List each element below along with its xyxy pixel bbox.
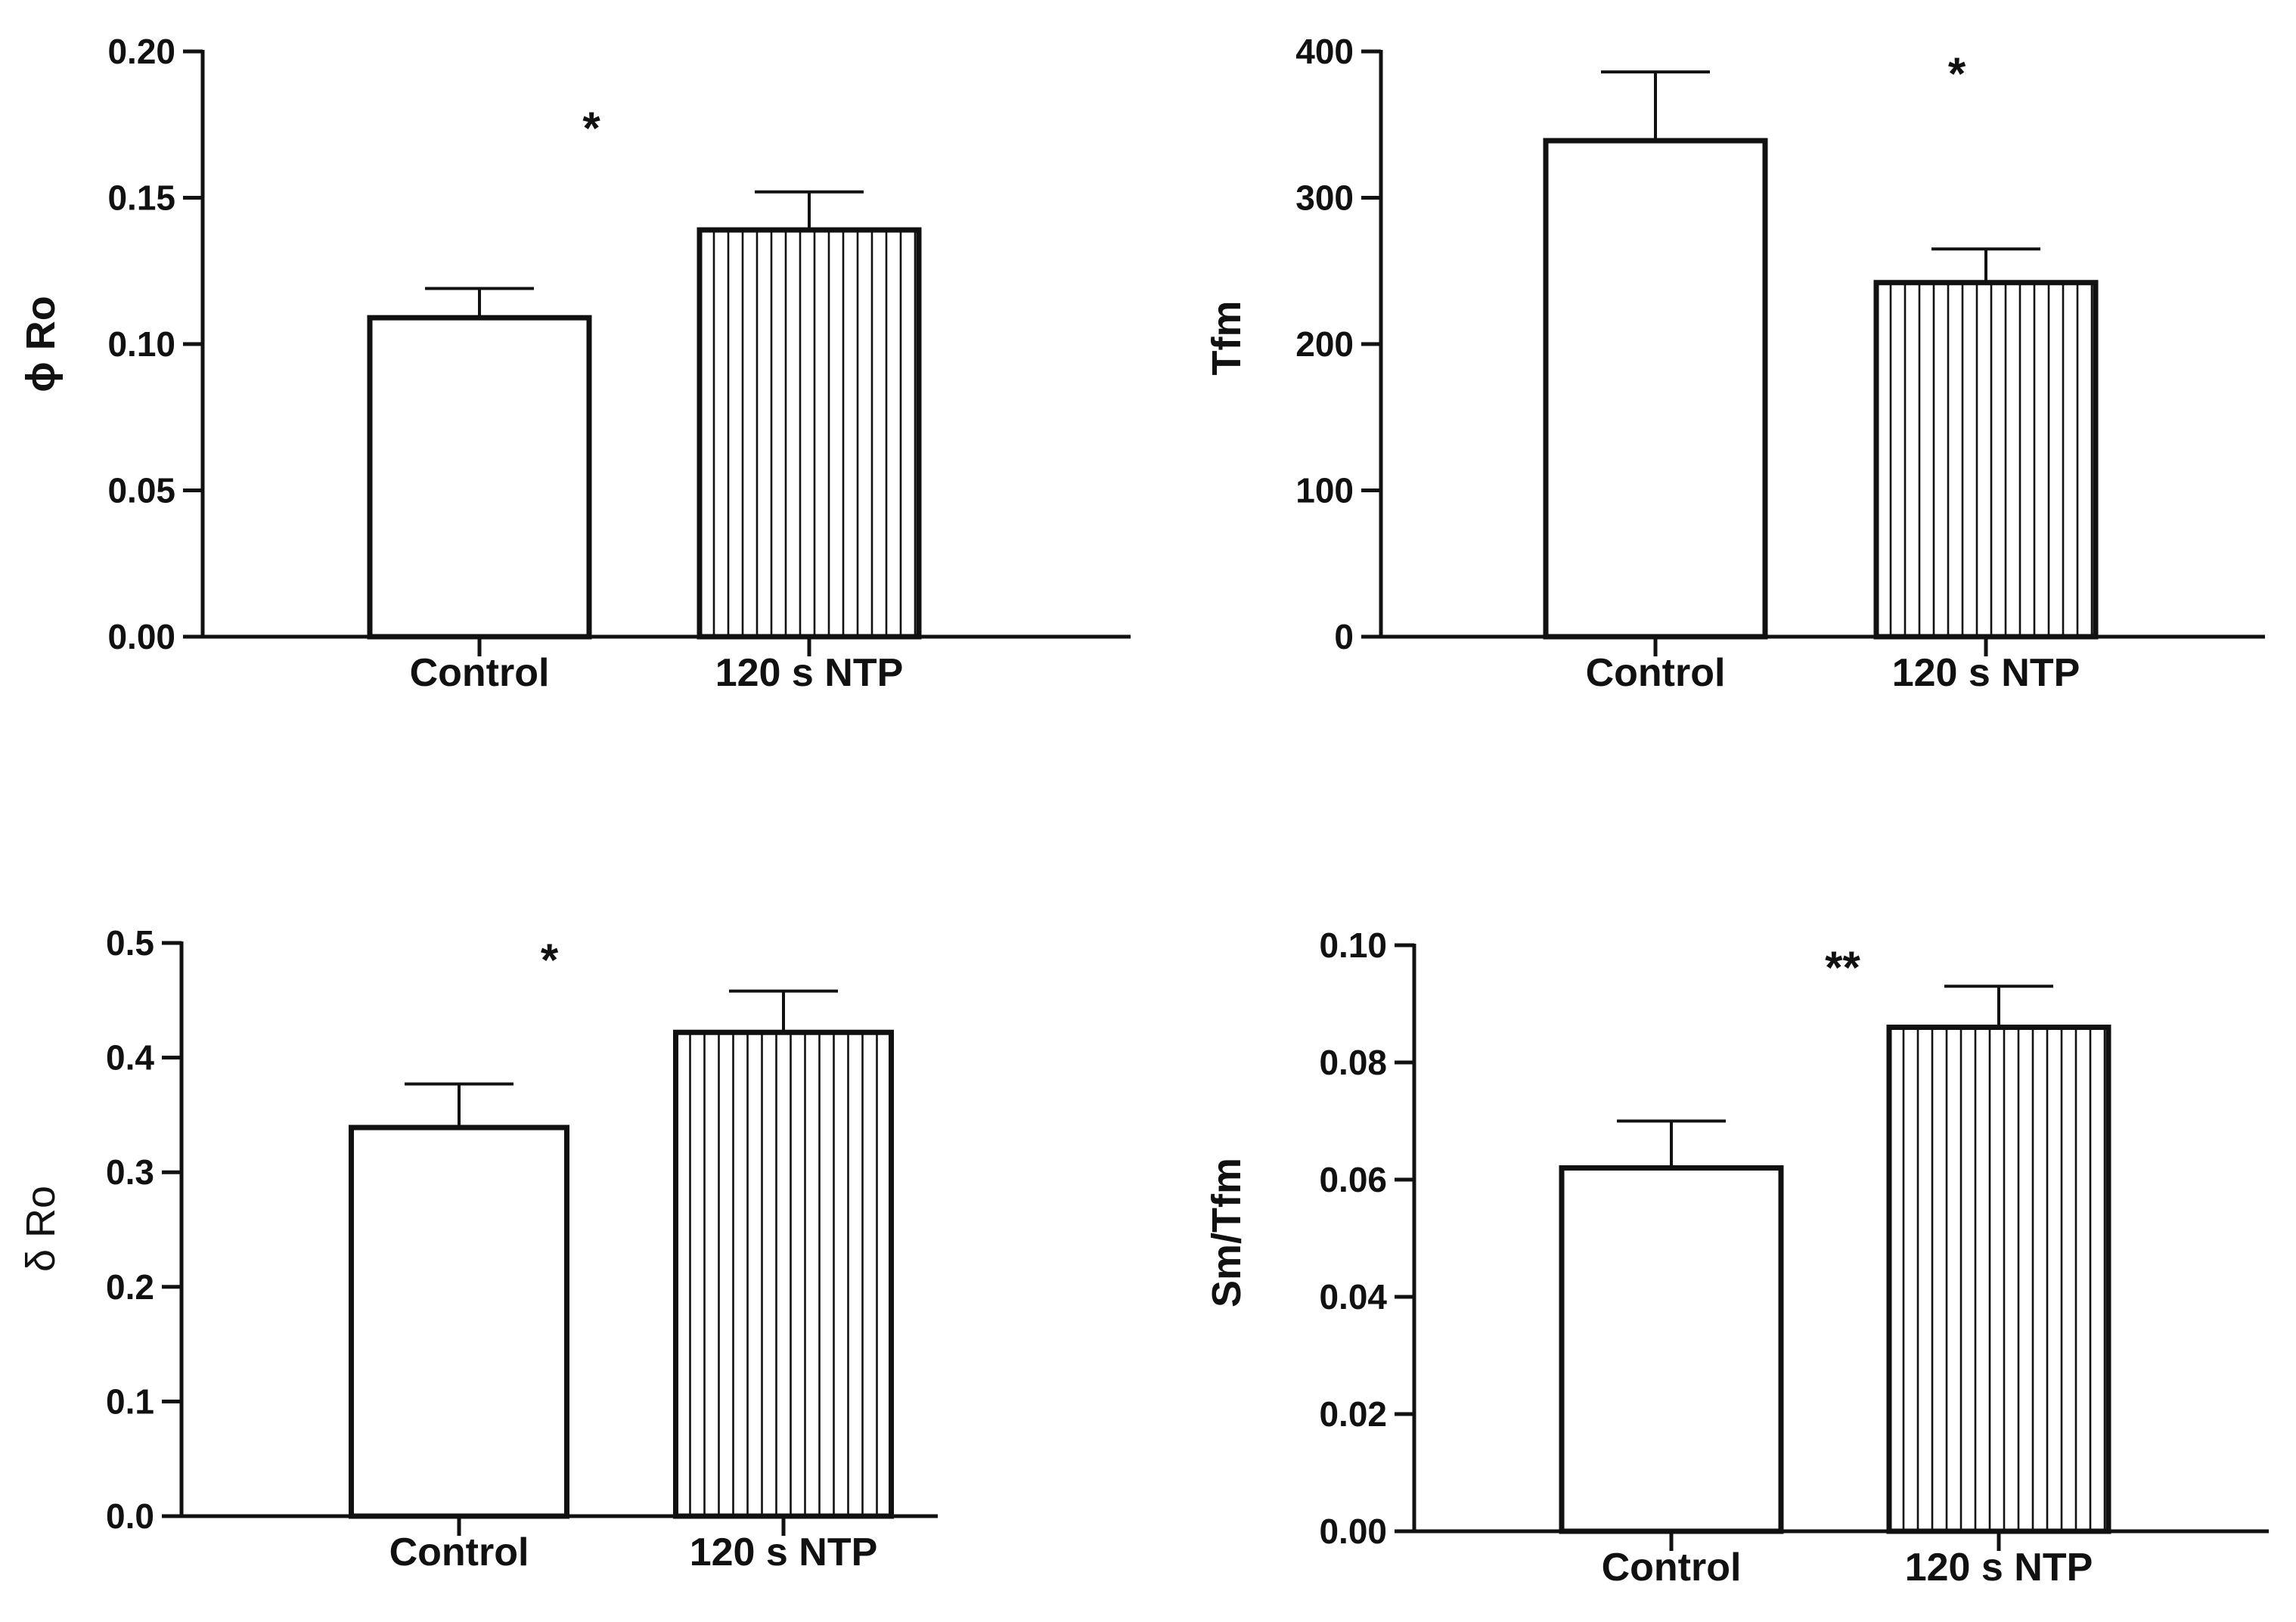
- x-category-label: 120 s NTP: [1892, 651, 2080, 695]
- bar-open: [349, 1124, 569, 1519]
- y-tick-label: 0.06: [1319, 1160, 1387, 1199]
- y-tick-label: 0.00: [107, 617, 175, 656]
- y-tick-label: 300: [1295, 178, 1354, 218]
- y-tick-label: 0.0: [106, 1496, 154, 1536]
- y-tick-label: 0.20: [107, 32, 175, 71]
- y-tick-label: 0.05: [107, 471, 175, 510]
- bar-hatched: [697, 227, 922, 640]
- significance-marker: *: [1948, 48, 1966, 99]
- x-category-label: 120 s NTP: [715, 651, 904, 695]
- y-tick-label: 0.00: [1319, 1512, 1387, 1551]
- x-category-label: 120 s NTP: [690, 1531, 878, 1574]
- y-tick-label: 0.02: [1319, 1394, 1387, 1434]
- y-tick-label: 100: [1295, 471, 1354, 510]
- y-axis-label: Sm/Tfm: [1204, 1158, 1249, 1307]
- bar-hatched: [1873, 280, 2099, 640]
- y-tick-label: 0.5: [106, 923, 154, 963]
- bar-hatched: [673, 1029, 894, 1519]
- x-category-label: Control: [1602, 1546, 1742, 1589]
- y-tick-label: 0.10: [1319, 926, 1387, 965]
- y-tick-label: 0.15: [107, 178, 175, 218]
- bar-open: [1543, 138, 1768, 640]
- x-category-label: 120 s NTP: [1905, 1546, 2093, 1589]
- significance-marker: *: [582, 103, 600, 154]
- y-tick-label: 0: [1334, 617, 1354, 656]
- x-category-label: Control: [410, 651, 550, 695]
- y-tick-label: 0.08: [1319, 1043, 1387, 1082]
- significance-marker: **: [1825, 942, 1860, 993]
- x-category-label: Control: [389, 1531, 529, 1574]
- y-tick-label: 0.3: [106, 1152, 154, 1192]
- significance-marker: *: [541, 935, 559, 985]
- y-tick-label: 200: [1295, 324, 1354, 364]
- x-category-label: Control: [1586, 651, 1726, 695]
- y-tick-label: 0.04: [1319, 1277, 1387, 1317]
- y-tick-label: 0.1: [106, 1382, 154, 1421]
- bar-open: [1559, 1165, 1784, 1534]
- y-axis-label: δ Ro: [18, 1186, 64, 1272]
- bar-hatched: [1886, 1025, 2111, 1534]
- y-tick-label: 0.10: [107, 324, 175, 364]
- y-axis-label: ϕ Ro: [18, 296, 64, 392]
- y-tick-label: 0.2: [106, 1267, 154, 1307]
- bar-open: [367, 315, 592, 640]
- y-axis-label: Tfm: [1204, 301, 1249, 376]
- y-tick-label: 0.4: [106, 1038, 154, 1078]
- y-tick-label: 400: [1295, 32, 1354, 71]
